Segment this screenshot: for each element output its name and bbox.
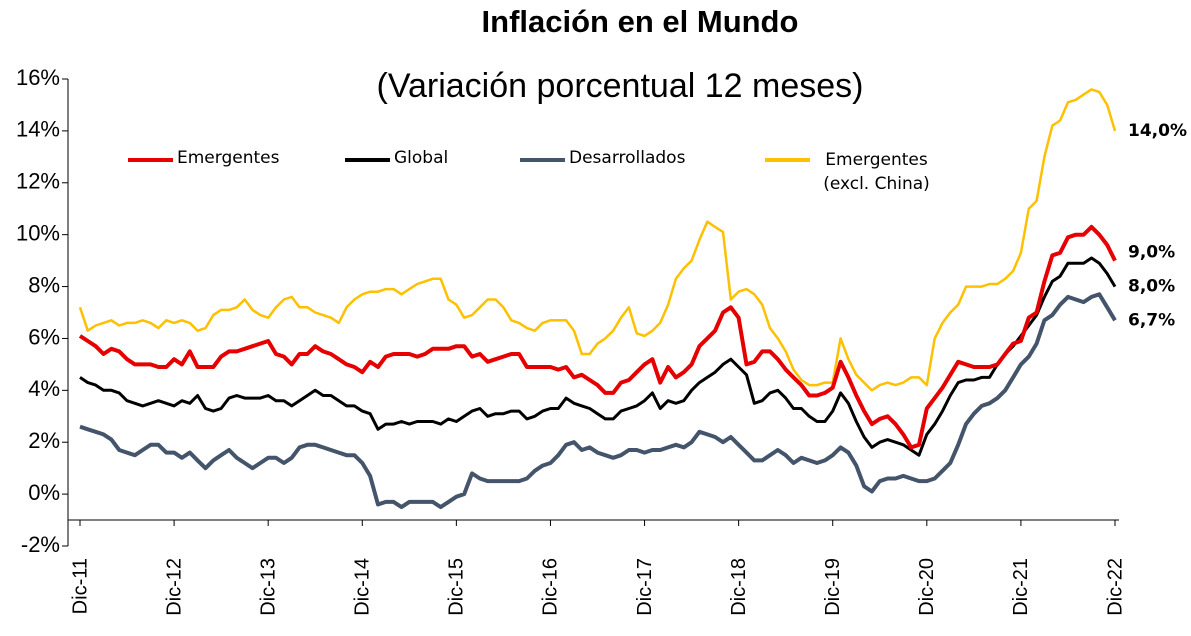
legend-swatch [520,158,565,162]
value-label: 6,7% [1128,310,1175,330]
chart-title: Inflación en el Mundo [482,4,799,39]
x-tick-label: Dic-14 [352,558,374,616]
series-line [79,292,1117,510]
chart-subtitle: (Variación porcentual 12 meses) [377,67,864,105]
x-tick-label: Dic-13 [257,558,279,616]
y-tick-label: 8% [28,272,60,297]
x-tick-label: Dic-20 [916,558,938,616]
legend-label: Global [394,148,449,168]
y-tick-label: 12% [16,169,60,194]
series-line [78,88,1117,392]
x-tick-label: Dic-21 [1010,558,1032,616]
legend-label: Emergentes (excl. China) [823,150,930,194]
y-tick-label: -2% [21,532,60,557]
x-tick-label: Dic-15 [446,558,468,616]
series-line [78,224,1117,450]
x-tick-label: Dic-18 [728,558,750,616]
x-tick-label: Dic-19 [822,558,844,616]
legend-item: Emergentes (excl. China) [765,148,939,196]
legend-item: Desarrollados [520,148,685,168]
y-tick-label: 16% [16,65,60,90]
y-tick-label: 2% [28,428,60,453]
x-tick-label: Dic-22 [1104,558,1126,616]
y-tick-label: 4% [28,376,60,401]
series-line [79,256,1117,457]
legend-item: Global [345,148,448,168]
value-label: 8,0% [1128,277,1175,297]
legend-swatch [345,158,390,162]
y-tick-label: 10% [16,220,60,245]
legend-label: Emergentes [177,148,280,168]
value-label: 14,0% [1128,121,1187,141]
legend-swatch [765,158,810,162]
y-tick-label: 0% [28,480,60,505]
legend-label: Desarrollados [569,148,686,168]
legend-swatch [128,158,173,162]
x-tick-label: Dic-11 [69,558,91,614]
y-tick-label: 6% [28,324,60,349]
y-tick-label: 14% [16,117,60,142]
legend-item: Emergentes [128,148,279,168]
x-tick-label: Dic-17 [634,558,656,616]
x-tick-label: Dic-12 [163,558,185,616]
value-label: 9,0% [1128,243,1175,263]
x-tick-label: Dic-16 [540,558,562,616]
